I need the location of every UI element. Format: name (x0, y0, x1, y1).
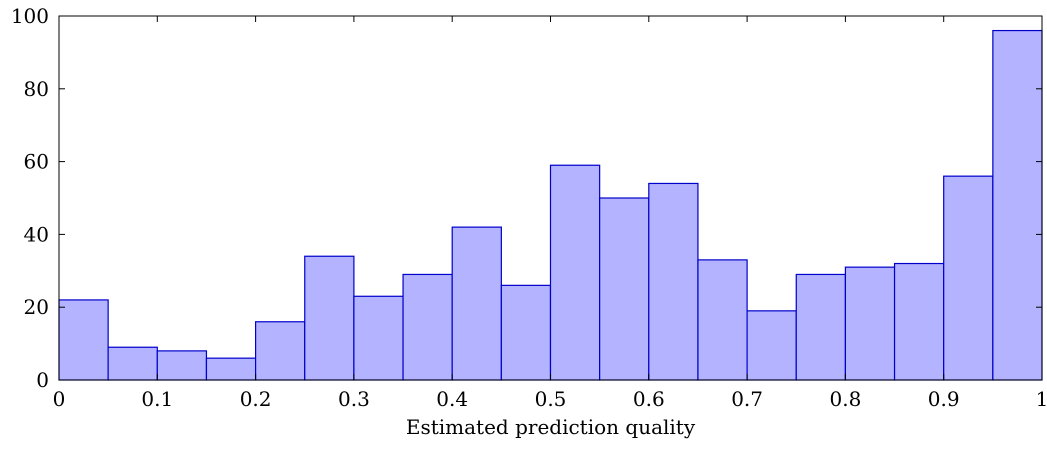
y-tick-label: 0 (36, 368, 49, 392)
histogram-bar (353, 295, 404, 381)
x-tick-label: 0.2 (240, 387, 272, 411)
x-tick-label: 0.8 (829, 387, 861, 411)
x-tick-label: 0.4 (436, 387, 468, 411)
x-tick-label: 0.7 (731, 387, 763, 411)
histogram-bar (58, 299, 109, 381)
x-tick-labels: 0 0.1 0.2 0.3 0.4 0.5 0.6 0.7 0.8 0.9 1 (53, 387, 1047, 411)
x-tick-label: 0.5 (535, 387, 567, 411)
x-tick-label: 0 (53, 387, 66, 411)
x-axis-title: Estimated prediction quality (406, 415, 696, 439)
histogram-bar (599, 197, 650, 381)
y-tick-label: 100 (11, 4, 49, 28)
histogram-bar (943, 175, 994, 381)
histogram-bar (549, 164, 601, 381)
histogram-bar (893, 262, 945, 381)
histogram-bar (500, 284, 552, 381)
x-tick-label: 0.9 (928, 387, 960, 411)
y-tick-label: 40 (24, 222, 49, 246)
histogram-bar (648, 182, 699, 381)
histogram-bar (205, 357, 257, 381)
x-tick-label: 0.3 (338, 387, 370, 411)
y-tick-label: 80 (24, 77, 49, 101)
y-tick-label: 60 (24, 150, 49, 174)
histogram-bar (697, 259, 748, 381)
histogram-bar (402, 273, 453, 381)
y-tick-label: 20 (24, 295, 49, 319)
histogram-bar (451, 226, 502, 381)
histogram-bar (844, 266, 896, 381)
ticks-group (58, 15, 1043, 381)
histogram-bar (156, 350, 208, 381)
histogram-bar (795, 273, 847, 381)
histogram-bar (107, 346, 158, 381)
histogram-bar (255, 321, 306, 381)
histogram-bar (304, 255, 355, 381)
x-tick-label: 1 (1036, 387, 1047, 411)
x-tick-label: 0.6 (633, 387, 665, 411)
histogram-bar (992, 29, 1043, 381)
histogram-bar (746, 310, 797, 381)
x-tick-label: 0.1 (141, 387, 173, 411)
bars-group (58, 29, 1043, 381)
y-tick-labels: 0 20 40 60 80 100 (11, 4, 49, 392)
